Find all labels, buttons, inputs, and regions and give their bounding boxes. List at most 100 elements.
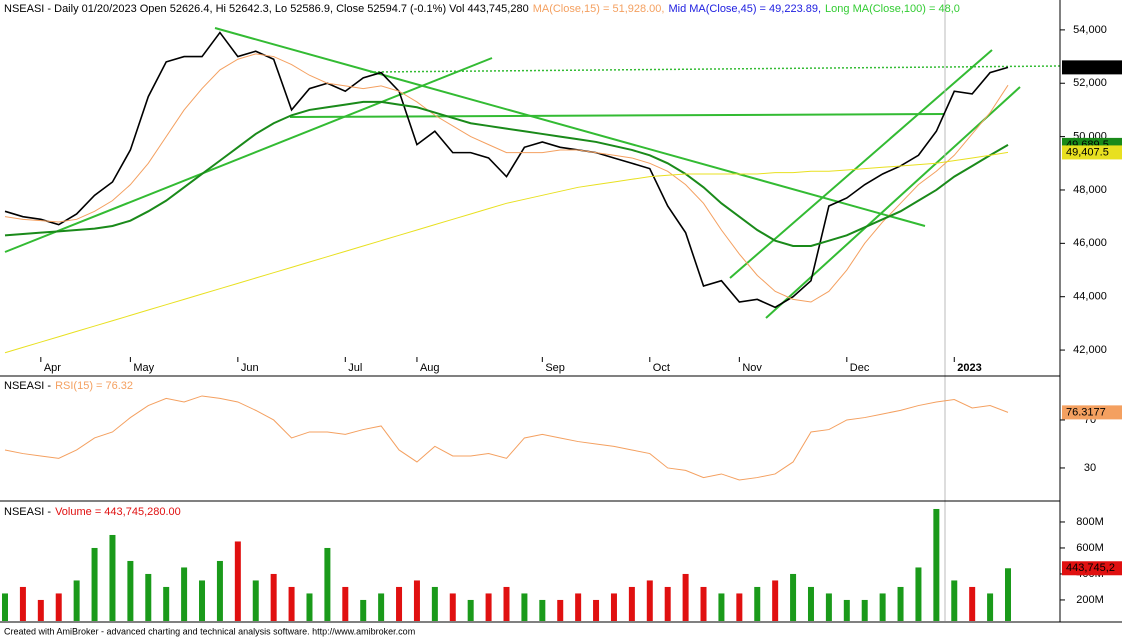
volume-bar	[37, 599, 44, 621]
volume-bar	[91, 547, 98, 621]
y-tick-label: 46,000	[1073, 237, 1107, 249]
volume-bar	[718, 593, 725, 621]
legend-entry: RSI(15) = 76.32	[55, 380, 133, 392]
volume-bar	[646, 580, 653, 621]
volume-bar	[969, 586, 976, 621]
volume-bar	[772, 580, 779, 621]
title-text: NSEASI -	[4, 506, 51, 518]
y-tick-label: 800M	[1076, 516, 1104, 528]
volume-bar	[987, 593, 994, 621]
volume-bar	[628, 586, 635, 621]
volume-bar	[915, 567, 922, 621]
last-value-label: 52,594.7	[1066, 61, 1109, 73]
last-value-label: 76.3177	[1066, 406, 1106, 418]
volume-bar	[234, 541, 241, 621]
volume-bar	[539, 599, 546, 621]
x-tick-label: Apr	[44, 362, 61, 374]
volume-bar	[610, 593, 617, 621]
last-value-label: 49,407.5	[1066, 146, 1109, 158]
y-tick-label: 48,000	[1073, 184, 1107, 196]
volume-bar	[485, 593, 492, 621]
y-tick-label: 44,000	[1073, 291, 1107, 303]
volume-bar	[843, 599, 850, 621]
volume-bar	[951, 580, 958, 621]
last-value-box	[1062, 405, 1122, 420]
volume-bar	[521, 593, 528, 621]
volume-bar	[378, 593, 385, 621]
volume-bar	[1005, 568, 1011, 621]
volume-bar	[736, 593, 743, 621]
volume-bar	[181, 567, 188, 621]
volume-bar	[807, 586, 814, 621]
volume-bar	[700, 586, 707, 621]
legend-entry: Volume = 443,745,280.00	[55, 506, 181, 518]
volume-bar	[664, 586, 671, 621]
volume-bar	[575, 593, 582, 621]
volume-bar	[467, 599, 474, 621]
volume-bar	[825, 593, 832, 621]
x-tick-label: Jun	[241, 362, 259, 374]
last-value-label: 443,745,2	[1066, 562, 1115, 574]
volume-bar	[933, 508, 940, 621]
volume-bar	[19, 586, 26, 621]
volume-bar	[216, 560, 223, 621]
last-value-box	[1062, 561, 1122, 576]
volume-bar	[342, 586, 349, 621]
volume-bar	[897, 586, 904, 621]
series-line	[4, 53, 1009, 303]
last-value-box	[1062, 60, 1122, 75]
volume-bar	[252, 580, 259, 621]
volume-bar	[790, 573, 797, 621]
x-tick-label: Aug	[420, 362, 440, 374]
volume-bar	[55, 593, 62, 621]
footer: Created with AmiBroker - advanced charti…	[4, 626, 415, 636]
volume-bar	[449, 593, 456, 621]
volume-bar	[163, 586, 170, 621]
volume-bar	[360, 599, 367, 621]
series-line	[4, 100, 1009, 248]
pane-title: NSEASI - RSI(15) = 76.32	[4, 380, 133, 392]
series-line	[4, 31, 1009, 309]
x-tick-label: Jul	[348, 362, 362, 374]
volume-bar	[199, 580, 206, 621]
volume-bar	[270, 573, 277, 621]
y-tick-label: 52,000	[1073, 77, 1107, 89]
series-line	[4, 395, 1009, 481]
x-tick-label: Oct	[653, 362, 670, 374]
volume-bar	[503, 586, 510, 621]
pane-title: NSEASI - Daily 01/20/2023 Open 52626.4, …	[4, 3, 960, 15]
volume-bar	[879, 593, 886, 621]
legend-entry: Long MA(Close,100) = 48,0	[825, 3, 960, 15]
x-tick-label: May	[133, 362, 154, 374]
x-tick-label: Dec	[850, 362, 870, 374]
title-text: NSEASI -	[4, 380, 51, 392]
volume-bar	[2, 593, 8, 621]
volume-bar	[127, 560, 134, 621]
volume-bar	[288, 586, 295, 621]
volume-bar	[754, 586, 761, 621]
y-tick-label: 42,000	[1073, 344, 1107, 356]
y-tick-label: 54,000	[1073, 24, 1107, 36]
y-tick-label: 600M	[1076, 542, 1104, 554]
volume-bar	[396, 586, 403, 621]
x-tick-label: 2023	[957, 362, 981, 374]
last-value-box	[1062, 145, 1122, 160]
y-tick-label: 200M	[1076, 594, 1104, 606]
title-text: NSEASI - Daily 01/20/2023 Open 52626.4, …	[4, 3, 529, 15]
volume-bar	[324, 547, 331, 621]
series-line	[4, 151, 1009, 354]
volume-bar	[557, 599, 564, 621]
volume-bar	[861, 599, 868, 621]
volume-bar	[682, 573, 689, 621]
volume-bar	[73, 580, 80, 621]
volume-bar	[109, 534, 116, 621]
x-tick-label: Nov	[742, 362, 762, 374]
volume-bar	[431, 586, 438, 621]
legend-entry: Mid MA(Close,45) = 49,223.89,	[668, 3, 821, 15]
pane-title: NSEASI - Volume = 443,745,280.00	[4, 506, 181, 518]
volume-bar	[306, 593, 313, 621]
y-tick-label: 30	[1084, 462, 1096, 474]
volume-bar	[145, 573, 152, 621]
